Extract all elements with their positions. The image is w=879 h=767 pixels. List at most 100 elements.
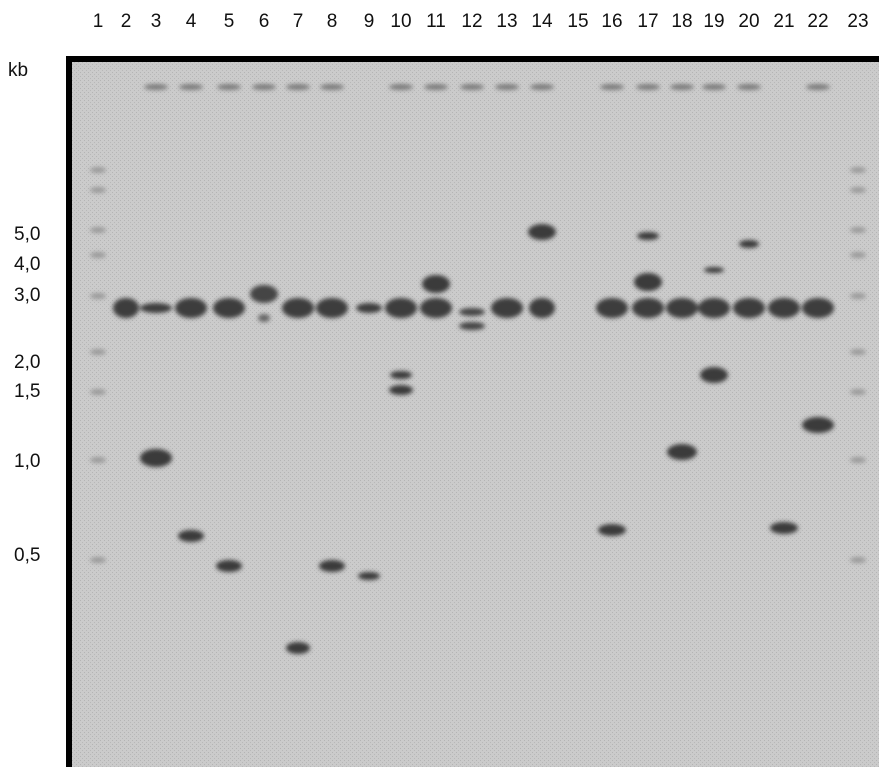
band xyxy=(140,449,172,467)
size-label: 1,5 xyxy=(14,381,40,402)
band xyxy=(636,84,660,90)
band xyxy=(389,84,413,90)
band xyxy=(698,298,730,318)
band xyxy=(600,84,624,90)
band xyxy=(216,560,242,572)
band xyxy=(319,560,345,572)
lane-label: 18 xyxy=(671,11,692,32)
unit-label: kb xyxy=(8,60,28,81)
lane-label: 9 xyxy=(364,11,375,32)
lane-label: 1 xyxy=(93,11,104,32)
band xyxy=(802,417,834,433)
lane-label: 23 xyxy=(847,11,868,32)
band xyxy=(144,84,168,90)
band xyxy=(286,84,310,90)
band xyxy=(90,293,106,299)
lane-label: 11 xyxy=(426,11,446,32)
band xyxy=(495,84,519,90)
lane-label: 5 xyxy=(224,11,235,32)
band xyxy=(250,285,278,303)
band xyxy=(385,298,417,318)
band xyxy=(90,187,106,193)
band xyxy=(768,298,800,318)
lane-label: 10 xyxy=(390,11,411,32)
band xyxy=(217,84,241,90)
band xyxy=(850,227,866,233)
band xyxy=(770,522,798,534)
band xyxy=(420,298,452,318)
band xyxy=(356,303,382,313)
band xyxy=(667,444,697,460)
lane-label: 13 xyxy=(496,11,517,32)
band xyxy=(90,389,106,395)
band xyxy=(90,557,106,563)
band xyxy=(598,524,626,536)
lane-label: 3 xyxy=(151,11,162,32)
band xyxy=(252,84,276,90)
band xyxy=(213,298,245,318)
band xyxy=(424,84,448,90)
size-label: 3,0 xyxy=(14,285,40,306)
lane-label: 2 xyxy=(121,11,132,32)
band xyxy=(460,84,484,90)
band xyxy=(637,232,659,240)
lane-label: 17 xyxy=(637,11,658,32)
band xyxy=(179,84,203,90)
band xyxy=(737,84,761,90)
lane-label: 21 xyxy=(773,11,794,32)
lane-label: 22 xyxy=(807,11,828,32)
band xyxy=(282,298,314,318)
band xyxy=(316,298,348,318)
band xyxy=(850,557,866,563)
band xyxy=(850,389,866,395)
band xyxy=(258,314,270,322)
band xyxy=(850,349,866,355)
lane-label: 7 xyxy=(293,11,304,32)
band xyxy=(459,322,485,330)
band xyxy=(739,240,759,248)
band xyxy=(422,275,450,293)
band xyxy=(702,84,726,90)
band xyxy=(850,457,866,463)
band xyxy=(634,273,662,291)
band xyxy=(90,349,106,355)
band xyxy=(704,267,724,273)
band xyxy=(90,252,106,258)
lane-label: 16 xyxy=(601,11,622,32)
gel xyxy=(72,62,879,767)
band xyxy=(528,224,556,240)
band xyxy=(90,167,106,173)
band xyxy=(358,572,380,580)
band xyxy=(491,298,523,318)
band xyxy=(390,371,412,379)
lane-label: 4 xyxy=(186,11,197,32)
band xyxy=(90,227,106,233)
band xyxy=(389,385,413,395)
band xyxy=(286,642,310,654)
lane-label: 20 xyxy=(738,11,759,32)
band xyxy=(666,298,698,318)
band xyxy=(850,293,866,299)
band xyxy=(320,84,344,90)
lane-label: 6 xyxy=(259,11,270,32)
band xyxy=(733,298,765,318)
size-label: 4,0 xyxy=(14,254,40,275)
band xyxy=(596,298,628,318)
band xyxy=(90,457,106,463)
bands xyxy=(90,84,866,654)
band xyxy=(850,252,866,258)
lane-label: 14 xyxy=(531,11,553,32)
band xyxy=(806,84,830,90)
lane-label: 19 xyxy=(703,11,724,32)
lane-label: 12 xyxy=(461,11,482,32)
size-label: 1,0 xyxy=(14,451,40,472)
size-label: 0,5 xyxy=(14,545,40,566)
band xyxy=(530,84,554,90)
band xyxy=(700,367,728,383)
band xyxy=(632,298,664,318)
band xyxy=(175,298,207,318)
band xyxy=(850,187,866,193)
band xyxy=(178,530,204,542)
